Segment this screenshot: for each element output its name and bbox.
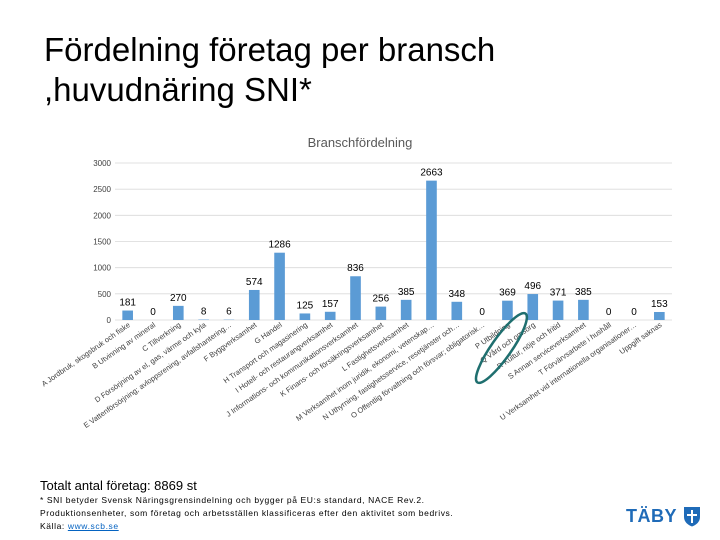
data-label: 0 [479,307,485,318]
data-label: 125 [297,300,314,311]
data-label: 369 [499,288,516,299]
data-label: 385 [398,287,415,298]
bar [172,305,184,320]
highlight-marker [474,311,529,385]
data-label: 2663 [420,168,443,179]
bar [324,311,336,320]
bar [552,300,564,320]
data-label: 574 [246,277,263,288]
data-label: 270 [170,293,187,304]
bar [578,299,589,320]
highlight-ellipse [474,311,529,385]
slide-title-line1: Fördelning företag per bransch [44,31,496,68]
y-tick-label: 2000 [93,211,111,220]
bar [527,294,539,320]
y-tick-label: 3000 [93,159,111,168]
data-label: 0 [150,307,156,318]
bar [299,313,311,320]
logo-text: TÄBY [626,506,677,526]
data-label: 157 [322,299,339,310]
y-tick-label: 0 [107,316,112,325]
bar [122,310,133,320]
bars [122,180,665,320]
data-label: 0 [631,307,637,318]
shield-icon [684,507,700,527]
y-tick-label: 500 [98,290,112,299]
bar [350,276,361,320]
total-count: Totalt antal företag: 8869 st [40,478,197,493]
slide-title-line2: ,huvudnäring SNI* [44,71,312,108]
data-label: 6 [226,307,232,318]
data-label: 181 [119,298,136,309]
bar [274,252,285,320]
y-axis-ticks: 0 500 1000 1500 2000 2500 3000 [93,159,111,325]
slide-title: Fördelning företag per bransch ,huvudnär… [44,30,684,110]
data-label: 385 [575,287,592,298]
data-label: 153 [651,299,668,310]
chart-title: Branschfördelning [307,135,413,150]
data-label: 8 [201,307,207,318]
taby-logo: TÄBY [626,506,701,527]
data-label: 496 [524,281,541,292]
data-label: 371 [550,288,567,299]
data-label: 836 [347,263,364,274]
y-tick-label: 2500 [93,185,111,194]
bar [502,300,513,320]
data-label: 348 [448,289,465,300]
y-tick-label: 1000 [93,264,111,273]
data-label: 0 [606,307,612,318]
bar-chart: 0 500 1000 1500 2000 2500 3000 181 0 270 8 6 574 128… [40,159,672,430]
bar [375,306,387,320]
footnote-text: * SNI betyder Svensk Näringsgrensindelni… [40,495,454,531]
bar [451,301,463,320]
y-tick-label: 1500 [93,238,111,247]
data-label: 256 [372,294,389,305]
data-label: 1286 [268,240,291,251]
source-link[interactable]: www.scb.se [67,521,119,531]
bar [654,311,665,320]
data-labels: 181 0 270 8 6 574 1286 125 157 836 256 385 2663 348 0 3… [119,168,668,318]
bar [248,289,260,320]
bar [426,180,437,320]
bar [400,299,412,320]
footnote: * SNI betyder Svensk Näringsgrensindelni… [40,494,480,533]
